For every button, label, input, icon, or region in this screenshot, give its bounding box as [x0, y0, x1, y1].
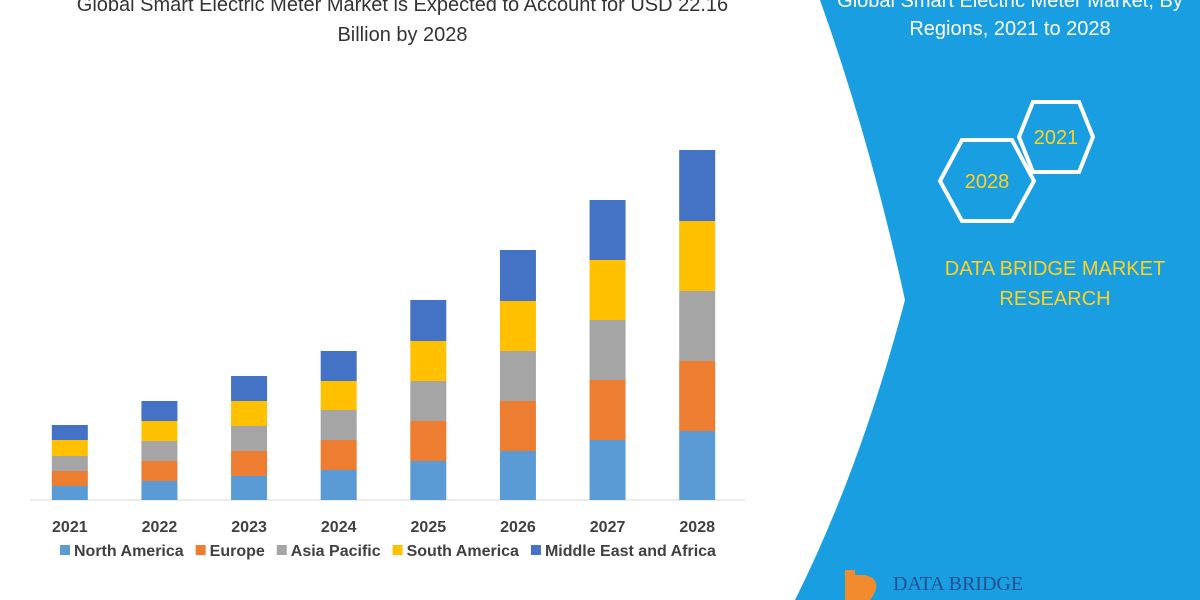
- hexagon: [937, 138, 1037, 223]
- bar-segment: [679, 431, 716, 500]
- x-tick-label: 2026: [500, 519, 536, 536]
- bar-segment: [141, 401, 178, 421]
- logo-mark: [845, 570, 877, 600]
- bar-segment: [320, 410, 357, 440]
- legend-label: Europe: [210, 543, 265, 560]
- legend-label: South America: [407, 543, 519, 560]
- legend-label: North America: [74, 543, 184, 560]
- logo-text: DATA BRIDGE: [893, 573, 1023, 595]
- bar-segment: [320, 440, 357, 470]
- bar-segment: [320, 381, 357, 410]
- bar-segment: [320, 470, 357, 500]
- hexagon-label: 2021: [1034, 127, 1079, 149]
- hexagon: [1016, 100, 1096, 174]
- bar-segment: [589, 260, 626, 320]
- bar-segment: [231, 476, 268, 500]
- x-tick-label: 2028: [679, 519, 715, 536]
- hexagon-label: 2028: [965, 171, 1010, 193]
- bar-segment: [231, 426, 268, 451]
- bar-segment: [410, 461, 447, 500]
- bar-segment: [410, 421, 447, 461]
- bar-segment: [499, 451, 536, 500]
- bar-segment: [679, 221, 716, 291]
- bar-segment: [320, 351, 357, 381]
- legend-swatch: [60, 545, 70, 555]
- legend-swatch: [276, 545, 287, 555]
- bar-segment: [141, 421, 178, 441]
- bar-segment: [231, 401, 268, 426]
- legend-swatch: [530, 545, 541, 555]
- bar-segment: [589, 440, 626, 500]
- x-tick-label: 2023: [231, 519, 267, 536]
- panel-title: Global Smart Electric Meter Market, By R…: [837, 0, 1183, 40]
- bar-segment: [51, 486, 88, 500]
- bar-segment: [410, 381, 447, 421]
- bar-segment: [679, 361, 716, 431]
- x-tick-label: 2021: [52, 519, 88, 536]
- bar-segment: [141, 461, 178, 481]
- x-tick-label: 2025: [411, 519, 447, 536]
- bar-segment: [141, 481, 178, 500]
- bar-segment: [410, 341, 447, 381]
- bar-segment: [231, 376, 268, 401]
- brand: DATA BRIDGE MARKET RESEARCH: [944, 258, 1166, 310]
- bar-segment: [679, 150, 716, 221]
- x-tick-label: 2027: [590, 519, 626, 536]
- bar-segment: [410, 300, 447, 341]
- legend-label: Middle East and Africa: [545, 543, 716, 560]
- bar-segment: [679, 291, 716, 361]
- bar-segment: [499, 401, 536, 451]
- legend-swatch: [392, 545, 403, 555]
- x-tick-label: 2022: [142, 519, 178, 536]
- bar-segment: [589, 380, 626, 440]
- legend-label: Asia Pacific: [291, 543, 381, 560]
- bar-segment: [499, 351, 536, 401]
- bar-segment: [51, 425, 88, 440]
- bar-segment: [141, 441, 178, 461]
- legend-swatch: [195, 545, 206, 555]
- bar-segment: [51, 456, 88, 471]
- bar-segment: [51, 440, 88, 456]
- bar-segment: [499, 250, 536, 301]
- chart-title: Global Smart Electric Meter Market is Ex…: [76, 0, 729, 46]
- bar-segment: [499, 301, 536, 351]
- x-tick-label: 2024: [321, 519, 357, 536]
- bar-segment: [589, 320, 626, 380]
- side-panel: [795, 0, 1200, 600]
- bar-segment: [231, 451, 268, 476]
- bar-segment: [589, 200, 626, 260]
- bar-segment: [51, 471, 88, 486]
